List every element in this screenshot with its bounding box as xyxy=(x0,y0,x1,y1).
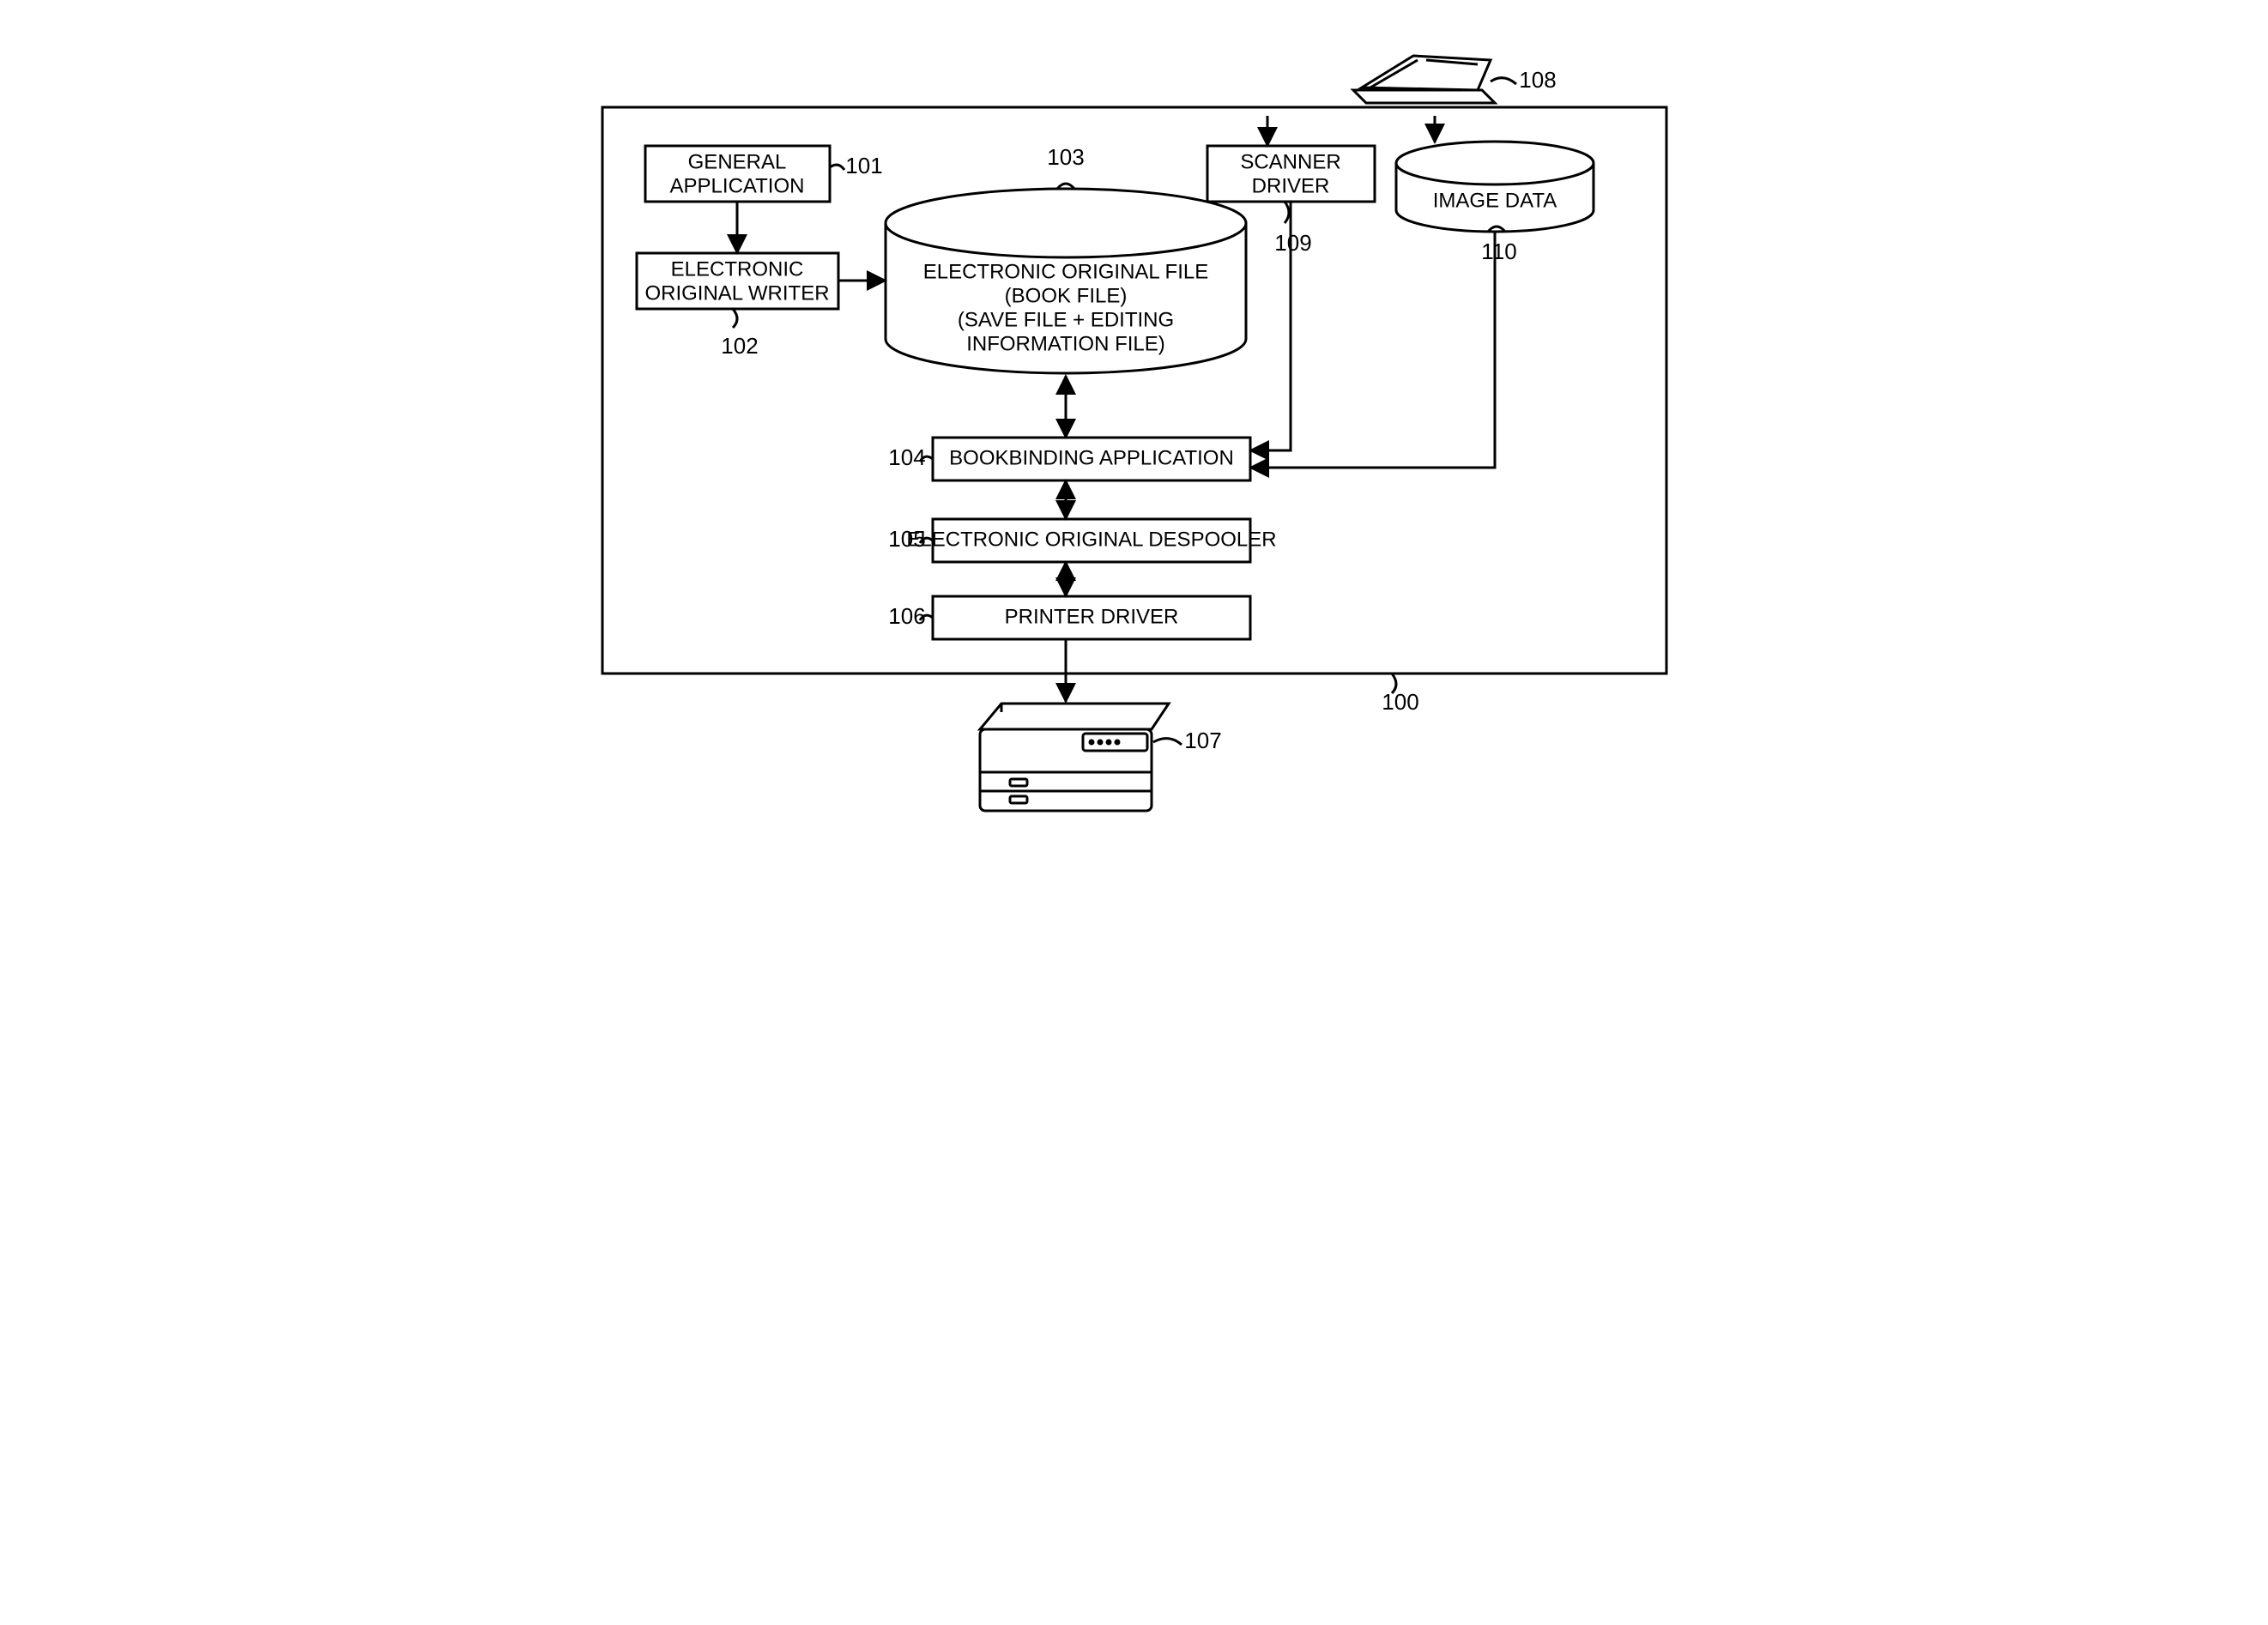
ref-109: 109 xyxy=(1274,230,1311,256)
image-data-cylinder: IMAGE DATA xyxy=(1396,142,1594,232)
ref-106: 106 xyxy=(888,603,925,629)
lead-107 xyxy=(1153,739,1182,745)
ref-107: 107 xyxy=(1184,728,1221,753)
book-file-line2: (BOOK FILE) xyxy=(1004,284,1127,307)
ref-101: 101 xyxy=(845,153,882,178)
original-writer-line2: ORIGINAL WRITER xyxy=(644,281,829,305)
printer-driver-line1: PRINTER DRIVER xyxy=(1004,605,1178,628)
book-file-line1: ELECTRONIC ORIGINAL FILE xyxy=(922,260,1208,283)
ref-104: 104 xyxy=(888,444,925,470)
scanner-icon xyxy=(1353,56,1495,103)
despooler-line1: ELECTRONIC ORIGINAL DESPOOLER xyxy=(906,528,1276,551)
lead-108 xyxy=(1491,78,1516,84)
bookbinding-box: BOOKBINDING APPLICATION xyxy=(933,438,1250,480)
lead-109 xyxy=(1285,202,1289,223)
scanner-driver-line2: DRIVER xyxy=(1251,174,1329,197)
original-writer-box: ELECTRONIC ORIGINAL WRITER xyxy=(637,253,838,309)
book-file-cylinder: ELECTRONIC ORIGINAL FILE (BOOK FILE) (SA… xyxy=(886,189,1246,373)
ref-102: 102 xyxy=(721,333,758,359)
ref-103: 103 xyxy=(1047,144,1084,170)
book-file-line3: (SAVE FILE + EDITING xyxy=(957,308,1173,331)
ref-110: 110 xyxy=(1481,239,1516,264)
arrow-imagedata-to-bookbinding xyxy=(1250,232,1495,468)
lead-102 xyxy=(733,309,737,328)
scanner-driver-line1: SCANNER xyxy=(1240,150,1340,173)
general-application-line2: APPLICATION xyxy=(669,174,804,197)
ref-105: 105 xyxy=(888,526,925,552)
general-application-line1: GENERAL xyxy=(687,150,786,173)
bookbinding-line1: BOOKBINDING APPLICATION xyxy=(949,446,1234,469)
original-writer-line1: ELECTRONIC xyxy=(670,257,803,281)
lead-101 xyxy=(830,165,844,170)
book-file-line4: INFORMATION FILE) xyxy=(966,332,1165,355)
printer-icon xyxy=(980,704,1169,811)
ref-108: 108 xyxy=(1519,67,1556,93)
printer-driver-box: PRINTER DRIVER xyxy=(933,596,1250,639)
diagram-canvas: GENERAL APPLICATION ELECTRONIC ORIGINAL … xyxy=(568,17,1701,832)
scanner-driver-box: SCANNER DRIVER xyxy=(1207,146,1375,202)
despooler-box: ELECTRONIC ORIGINAL DESPOOLER xyxy=(906,519,1276,562)
image-data-line1: IMAGE DATA xyxy=(1432,189,1556,212)
ref-100: 100 xyxy=(1382,689,1418,715)
general-application-box: GENERAL APPLICATION xyxy=(645,146,830,202)
